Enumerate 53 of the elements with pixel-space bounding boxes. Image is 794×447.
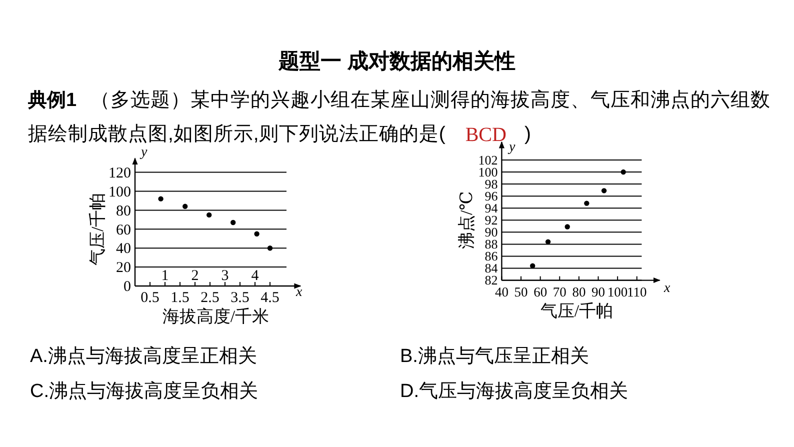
y-tick-label: 60 xyxy=(116,222,131,238)
point xyxy=(254,231,260,236)
x2-tick-label: 1 xyxy=(161,268,169,284)
text: x xyxy=(663,281,671,296)
y-tick-label: 100 xyxy=(108,184,131,200)
point xyxy=(182,204,188,210)
y-tick-label: 80 xyxy=(116,203,131,220)
text: D.气压与海拔高度呈负相关 xyxy=(400,380,628,402)
point xyxy=(158,196,164,202)
x-tick-label: 110 xyxy=(626,284,647,300)
x2-tick-label: 2 xyxy=(191,268,199,284)
text: （多选题）某中学的兴趣小组在某座山测得的海拔高度、气压和沸点的六组数 xyxy=(90,88,771,111)
point xyxy=(601,188,607,194)
x-tick-label: 50 xyxy=(514,284,528,300)
x2-tick-label: 4 xyxy=(251,268,260,284)
x-tick-label: 0.5 xyxy=(140,290,160,306)
x-tick-label: 1.5 xyxy=(170,290,190,306)
x2-tick-label: 3 xyxy=(221,268,229,284)
point xyxy=(206,212,212,218)
text: C.沸点与海拔高度呈负相关 xyxy=(30,380,258,402)
text: B.沸点与气压呈正相关 xyxy=(400,346,589,367)
y-tick-label: 40 xyxy=(116,241,131,258)
point xyxy=(620,169,626,175)
text: 据绘制成散点图,如图所示,则下列说法正确的是( xyxy=(28,123,446,145)
x-tick-label: 100 xyxy=(607,284,628,300)
point xyxy=(230,220,236,226)
text: ) xyxy=(524,123,531,145)
y-axis-title: 沸点/℃ xyxy=(456,191,476,250)
x-tick-label: 4.5 xyxy=(260,290,280,306)
y-tick-label: 120 xyxy=(108,165,131,182)
x-tick-label: 70 xyxy=(552,284,567,300)
x-tick-label: 80 xyxy=(572,284,586,300)
text: y xyxy=(507,140,516,155)
x-axis-title: 海拔高度/千米 xyxy=(162,307,270,326)
y-tick-label: 0 xyxy=(124,279,131,296)
x-tick-label: 2.5 xyxy=(200,290,220,306)
point xyxy=(564,224,570,230)
text: 典例1 xyxy=(27,89,77,111)
text: 题型一 成对数据的相关性 xyxy=(278,49,516,73)
x-axis-title: 气压/千帕 xyxy=(540,301,614,320)
point xyxy=(267,246,273,251)
y-tick-label: 20 xyxy=(116,260,131,276)
text: x xyxy=(295,285,303,300)
x-tick-label: 90 xyxy=(592,284,606,300)
point xyxy=(584,200,590,206)
x-tick-label: 3.5 xyxy=(230,290,250,306)
y-axis-title: 气压/千帕 xyxy=(88,192,107,266)
text: BCD xyxy=(465,124,506,146)
text: y xyxy=(139,145,148,160)
x-tick-label: 60 xyxy=(534,284,548,300)
point xyxy=(530,263,536,268)
point xyxy=(545,239,551,244)
text: A.沸点与海拔高度呈正相关 xyxy=(30,345,257,367)
